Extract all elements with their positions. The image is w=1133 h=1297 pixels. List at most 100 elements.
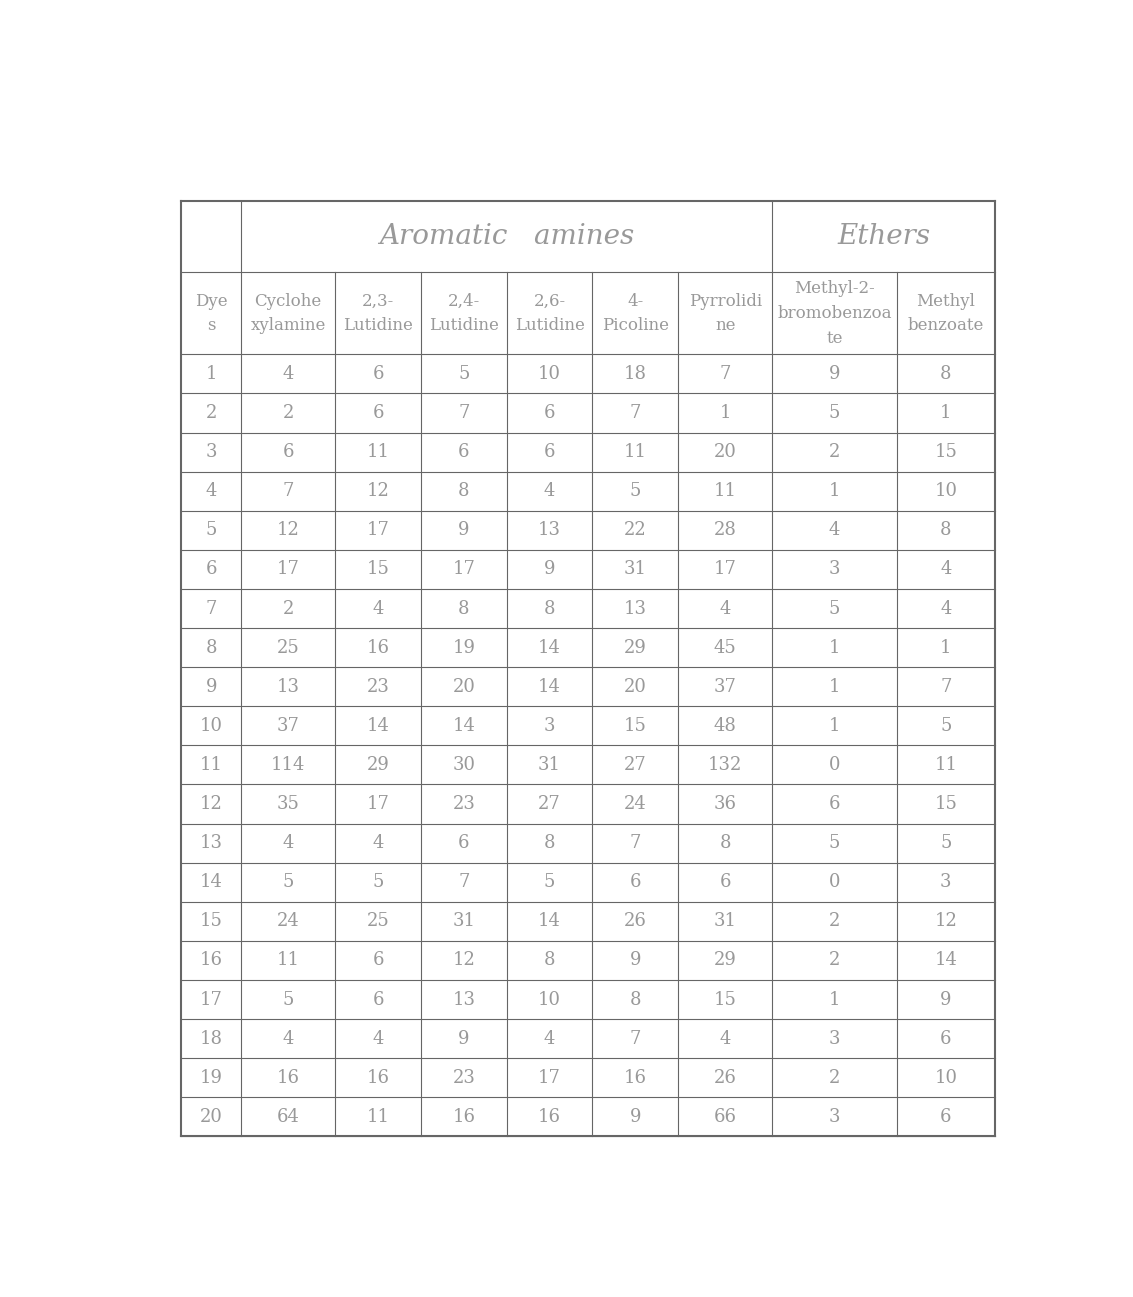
Text: 3: 3 [828, 560, 841, 578]
Text: Pyrrolidi: Pyrrolidi [689, 293, 761, 310]
Text: 10: 10 [538, 364, 561, 383]
Text: 4: 4 [282, 1030, 293, 1048]
Text: 45: 45 [714, 638, 736, 656]
Text: 1: 1 [828, 482, 841, 501]
Text: 3: 3 [205, 444, 216, 462]
Text: 6: 6 [940, 1108, 952, 1126]
Text: Lutidine: Lutidine [343, 318, 414, 335]
Text: 4: 4 [282, 834, 293, 852]
Text: 3: 3 [828, 1030, 841, 1048]
Text: 14: 14 [199, 873, 222, 891]
Text: 9: 9 [458, 1030, 470, 1048]
Text: 12: 12 [276, 521, 299, 540]
Text: 6: 6 [373, 364, 384, 383]
Text: 30: 30 [452, 756, 476, 774]
Text: 11: 11 [367, 1108, 390, 1126]
Text: 4: 4 [282, 364, 293, 383]
Text: 8: 8 [458, 482, 470, 501]
Text: 24: 24 [624, 795, 647, 813]
Text: 13: 13 [276, 678, 300, 695]
Text: 5: 5 [940, 717, 952, 735]
Text: 7: 7 [458, 405, 469, 422]
Text: 4: 4 [544, 482, 555, 501]
Text: 1: 1 [828, 991, 841, 1009]
Text: 13: 13 [199, 834, 222, 852]
Text: 16: 16 [624, 1069, 647, 1087]
Text: 16: 16 [367, 638, 390, 656]
Text: 2: 2 [205, 405, 216, 422]
Text: 13: 13 [624, 599, 647, 617]
Text: 17: 17 [367, 795, 390, 813]
Text: 9: 9 [544, 560, 555, 578]
Text: 11: 11 [714, 482, 736, 501]
Text: 31: 31 [538, 756, 561, 774]
Text: 28: 28 [714, 521, 736, 540]
Text: 5: 5 [282, 873, 293, 891]
Text: 11: 11 [624, 444, 647, 462]
Text: te: te [826, 329, 843, 346]
Text: 8: 8 [205, 638, 216, 656]
Text: 2: 2 [828, 444, 841, 462]
Text: 31: 31 [452, 912, 476, 930]
Text: 29: 29 [714, 952, 736, 969]
Text: 6: 6 [544, 405, 555, 422]
Text: 8: 8 [544, 834, 555, 852]
Text: 9: 9 [630, 952, 641, 969]
Text: 4-: 4- [628, 293, 644, 310]
Text: 27: 27 [538, 795, 561, 813]
Text: 2: 2 [828, 912, 841, 930]
Text: 16: 16 [276, 1069, 300, 1087]
Text: 17: 17 [199, 991, 222, 1009]
Text: 1: 1 [940, 638, 952, 656]
Text: 6: 6 [940, 1030, 952, 1048]
Text: 5: 5 [205, 521, 216, 540]
Text: Methyl: Methyl [917, 293, 976, 310]
Text: 2: 2 [282, 405, 293, 422]
Text: 15: 15 [714, 991, 736, 1009]
Text: 11: 11 [276, 952, 300, 969]
Text: xylamine: xylamine [250, 318, 326, 335]
Text: 10: 10 [935, 1069, 957, 1087]
Text: 15: 15 [624, 717, 647, 735]
Text: 6: 6 [205, 560, 216, 578]
Text: 37: 37 [276, 717, 299, 735]
Text: 6: 6 [458, 444, 470, 462]
Text: 4: 4 [373, 834, 384, 852]
Text: 5: 5 [940, 834, 952, 852]
Text: 8: 8 [719, 834, 731, 852]
Text: 8: 8 [458, 599, 470, 617]
Text: 7: 7 [630, 1030, 641, 1048]
Text: s: s [207, 318, 215, 335]
Text: 14: 14 [367, 717, 390, 735]
Text: 14: 14 [452, 717, 476, 735]
Text: 8: 8 [940, 521, 952, 540]
Text: 2: 2 [828, 1069, 841, 1087]
Text: 20: 20 [452, 678, 476, 695]
Text: 1: 1 [828, 717, 841, 735]
Text: 5: 5 [373, 873, 384, 891]
Text: 31: 31 [624, 560, 647, 578]
Text: 15: 15 [367, 560, 390, 578]
Text: 31: 31 [714, 912, 736, 930]
Text: 22: 22 [624, 521, 647, 540]
Text: 10: 10 [935, 482, 957, 501]
Text: 20: 20 [714, 444, 736, 462]
Text: 114: 114 [271, 756, 306, 774]
Text: 7: 7 [205, 599, 216, 617]
Text: 5: 5 [828, 405, 841, 422]
Text: 9: 9 [828, 364, 841, 383]
Text: 12: 12 [199, 795, 222, 813]
Text: 15: 15 [935, 795, 957, 813]
Text: 6: 6 [373, 405, 384, 422]
Text: 17: 17 [714, 560, 736, 578]
Text: 25: 25 [276, 638, 299, 656]
Text: 5: 5 [544, 873, 555, 891]
Text: 8: 8 [544, 952, 555, 969]
Text: 35: 35 [276, 795, 299, 813]
Text: 10: 10 [199, 717, 222, 735]
Text: 9: 9 [205, 678, 216, 695]
Text: 18: 18 [199, 1030, 222, 1048]
Text: 13: 13 [538, 521, 561, 540]
Text: 4: 4 [940, 560, 952, 578]
Text: 5: 5 [282, 991, 293, 1009]
